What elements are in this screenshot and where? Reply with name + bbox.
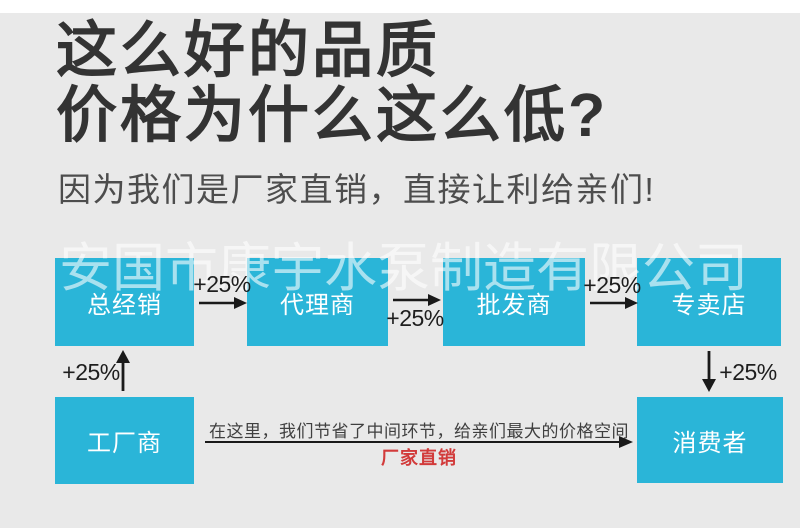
- arrow-right-icon: [199, 297, 247, 309]
- flow-box-label: 代理商: [280, 291, 355, 319]
- subtitle: 因为我们是厂家直销，直接让利给亲们!: [58, 171, 656, 208]
- flow-box-label: 专卖店: [671, 291, 747, 319]
- markup-label-agent-to-wholesaler: +25%: [386, 305, 444, 331]
- flow-box-factory: 工厂商: [55, 397, 194, 484]
- direct-sale-note: 在这里，我们节省了中间环节，给亲们最大的价格空间: [209, 422, 629, 441]
- title-line-2: 价格为什么这么低?: [56, 81, 609, 149]
- arrow-up-icon: [116, 350, 130, 391]
- markup-label-wholesaler-to-store: +25%: [583, 272, 641, 298]
- arrow-right-long-icon: [205, 436, 633, 448]
- flow-box-label: 总经销: [87, 291, 162, 319]
- flow-box-label: 工厂商: [87, 430, 162, 457]
- flow-box-label: 消费者: [672, 429, 748, 457]
- flow-box-retail-store: 专卖店: [637, 258, 781, 346]
- page-title: 这么好的品质 价格为什么这么低?: [56, 18, 608, 148]
- title-line-1: 这么好的品质: [56, 16, 441, 84]
- markup-label-store-to-consumer: +25%: [719, 359, 777, 385]
- top-white-strip: [0, 0, 800, 13]
- flow-box-agent: 代理商: [247, 258, 388, 346]
- flow-box-label: 批发商: [476, 291, 552, 319]
- markup-label-factory-to-dealer: +25%: [62, 359, 120, 385]
- flow-box-wholesaler: 批发商: [443, 258, 585, 346]
- flow-box-general-distributor: 总经销: [55, 258, 194, 346]
- markup-label-dealer-to-agent: +25%: [193, 271, 251, 297]
- arrow-right-icon: [590, 297, 638, 309]
- direct-sale-highlight: 厂家直销: [381, 448, 457, 468]
- flow-box-consumer: 消费者: [637, 397, 783, 483]
- arrow-right-icon: [393, 294, 441, 306]
- arrow-down-icon: [702, 351, 716, 392]
